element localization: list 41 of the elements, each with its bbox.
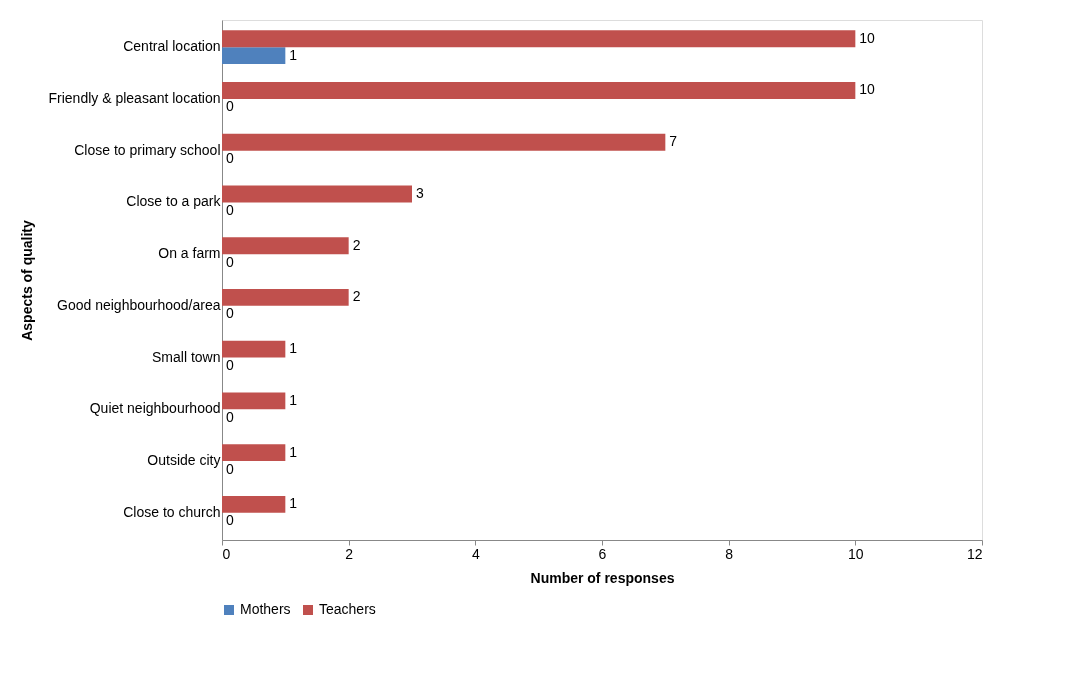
y-tick-label: Close to a park [126,193,222,210]
data-label: 0 [226,98,234,115]
y-tick-label: Friendly & pleasant location [48,89,221,106]
data-label: 0 [226,201,234,218]
data-label: 0 [226,408,234,425]
x-tick-label: 6 [598,545,607,562]
x-tick-label: 10 [848,545,864,562]
data-label: 10 [859,81,876,98]
x-tick-label: 2 [345,545,354,562]
y-axis-title: Aspects of quality [18,220,35,341]
data-label: 0 [226,253,234,270]
y-tick-label: Close to church [123,503,221,520]
data-label: 3 [416,184,424,201]
data-label: 10 [859,29,876,46]
data-label: 1 [289,443,298,460]
data-label: 0 [226,512,234,529]
x-tick-label: 12 [966,545,983,562]
data-label: 7 [669,133,678,150]
y-tick-label: On a farm [158,245,221,262]
x-axis-title: Number of responses [530,569,675,586]
y-tick-label: Close to primary school [74,141,221,158]
y-tick-label: Quiet neighbourhood [89,400,221,417]
x-tick-label: 8 [725,545,734,562]
y-tick-label: Central location [123,38,221,55]
y-tick-label: Good neighbourhood/area [57,296,221,313]
y-tick-label: Small town [152,348,221,365]
data-label: 1 [289,340,298,357]
data-label: 0 [226,305,234,322]
data-label: 0 [226,150,234,167]
data-label: 2 [352,288,361,305]
data-label: 0 [226,357,234,374]
legend-label: Teachers [319,601,376,617]
data-label: 1 [289,46,298,63]
data-label: 2 [352,236,361,253]
data-label: 0 [226,460,234,477]
data-label: 1 [289,391,298,408]
y-tick-label: Outside city [147,452,221,469]
x-tick-label: 4 [471,545,480,562]
data-label: 1 [289,495,298,512]
x-tick-label: 0 [222,545,231,562]
legend-label: Mothers [240,601,291,617]
